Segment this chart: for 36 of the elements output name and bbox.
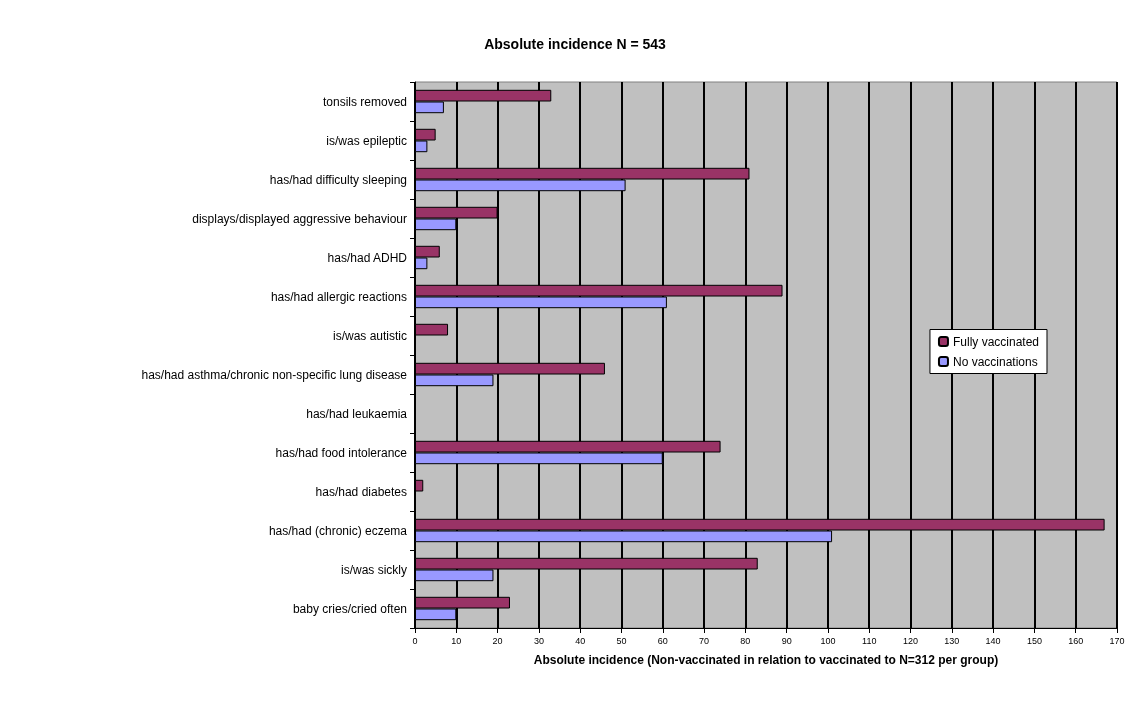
y-tick-label: has/had ADHD [327,250,408,265]
y-tick-label: has/had diabetes [315,484,407,499]
x-tick-label: 20 [492,635,503,646]
y-tick-label: has/had leukaemia [306,406,408,421]
y-tick-label: has/had allergic reactions [270,289,407,304]
x-tick-label: 60 [657,635,668,646]
y-tick-label: is/was autistic [332,328,407,343]
x-tick-label: 50 [616,635,627,646]
x-axis-title: Absolute incidence (Non-vaccinated in relation to vaccinated to N=312 per group) [533,653,999,667]
x-tick-label: 70 [699,635,710,646]
x-tick-label: 170 [1109,635,1125,646]
y-tick-label: has/had (chronic) eczema [268,523,408,538]
y-tick-label: has/had asthma/chronic non-specific lung disease [141,367,408,382]
y-tick-label: has/had food intolerance [275,445,408,460]
y-tick-label: is/was epileptic [326,133,407,148]
x-tick-label: 160 [1068,635,1084,646]
legend-label: No vaccinations [952,354,1038,369]
x-tick-label: 40 [575,635,586,646]
x-tick-label: 10 [451,635,462,646]
x-tick-label: 120 [903,635,919,646]
x-tick-label: 100 [820,635,836,646]
x-tick-label: 30 [533,635,544,646]
x-tick-label: 0 [412,635,418,646]
x-tick-label: 130 [944,635,960,646]
y-tick-label: baby cries/cried often [292,601,407,616]
x-tick-label: 80 [740,635,751,646]
x-tick-label: 110 [862,635,877,646]
y-tick-label: displays/displayed aggressive behaviour [192,211,407,226]
y-tick-label: has/had difficulty sleeping [269,172,407,187]
x-tick-label: 150 [1026,635,1042,646]
chart-title: Absolute incidence N = 543 [484,36,667,52]
legend-label: Fully vaccinated [952,334,1040,349]
x-tick-label: 140 [985,635,1001,646]
x-tick-label: 90 [781,635,792,646]
y-tick-label: is/was sickly [340,562,407,577]
y-tick-label: tonsils removed [322,94,407,109]
